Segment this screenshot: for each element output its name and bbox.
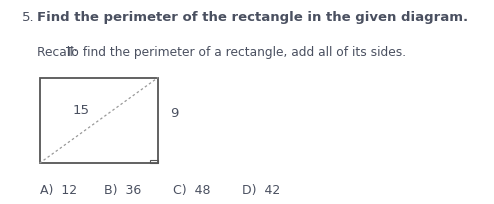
Text: C)  48: C) 48 xyxy=(173,184,210,197)
Text: Recall:: Recall: xyxy=(37,46,82,59)
Text: 9: 9 xyxy=(170,107,179,120)
Bar xyxy=(150,160,158,163)
Text: B)  36: B) 36 xyxy=(104,184,141,197)
Text: To find the perimeter of a rectangle, add all of its sides.: To find the perimeter of a rectangle, ad… xyxy=(66,46,406,59)
Text: 15: 15 xyxy=(73,104,89,116)
Text: Find the perimeter of the rectangle in the given diagram.: Find the perimeter of the rectangle in t… xyxy=(37,11,468,24)
Text: A)  12: A) 12 xyxy=(40,184,77,197)
Text: 5.: 5. xyxy=(22,11,35,24)
Bar xyxy=(40,78,158,163)
Text: D)  42: D) 42 xyxy=(242,184,280,197)
